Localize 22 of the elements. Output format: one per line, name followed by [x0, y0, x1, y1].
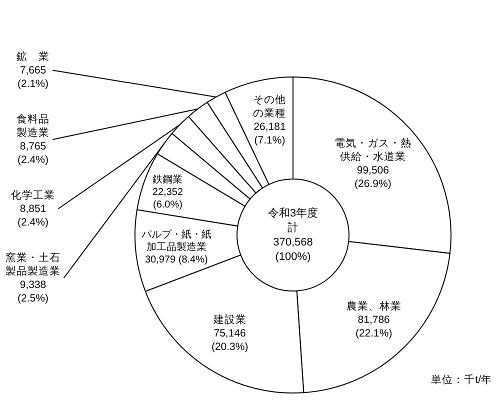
slice-label: 窯業・土石製品製造業 [6, 250, 60, 278]
data-label: 81,786 (22.1%) [355, 314, 392, 340]
data-label: 9,338 (2.5%) [18, 278, 48, 304]
data-label: 30,979 (8.4%) [144, 254, 208, 266]
slice-label: 鉄鋼業 [152, 173, 183, 186]
text: 令和3年度計 370,568 (100%) [268, 206, 318, 263]
slice-label: 食料品製造業 [16, 112, 50, 139]
data-label: 8,765 (2.4%) [18, 140, 48, 166]
data-label: 26,181 (7.1%) [254, 120, 286, 146]
slice-label: パルプ・紙・紙加工品製造業 [140, 228, 212, 253]
slice-label: その他の業種 [253, 94, 286, 120]
slice-label: 鉱 業 [16, 50, 50, 63]
data-label: 22,352 (6.0%) [152, 186, 184, 210]
data-label: 7,665 (2.1%) [18, 64, 48, 90]
data-label: 8,851 (2.4%) [18, 202, 48, 228]
slice-label: 電気・ガス・熱供給・水道業 [334, 136, 412, 164]
slice-label: 農業、林業 [346, 299, 402, 312]
slice-label: 建設業 [212, 313, 246, 326]
data-label: 99,506 (26.9%) [354, 164, 392, 190]
slice-label: 化学工業 [11, 189, 55, 202]
data-label: 75,146 (20.3%) [211, 328, 248, 354]
text: 単位：千t/年 [431, 373, 492, 386]
